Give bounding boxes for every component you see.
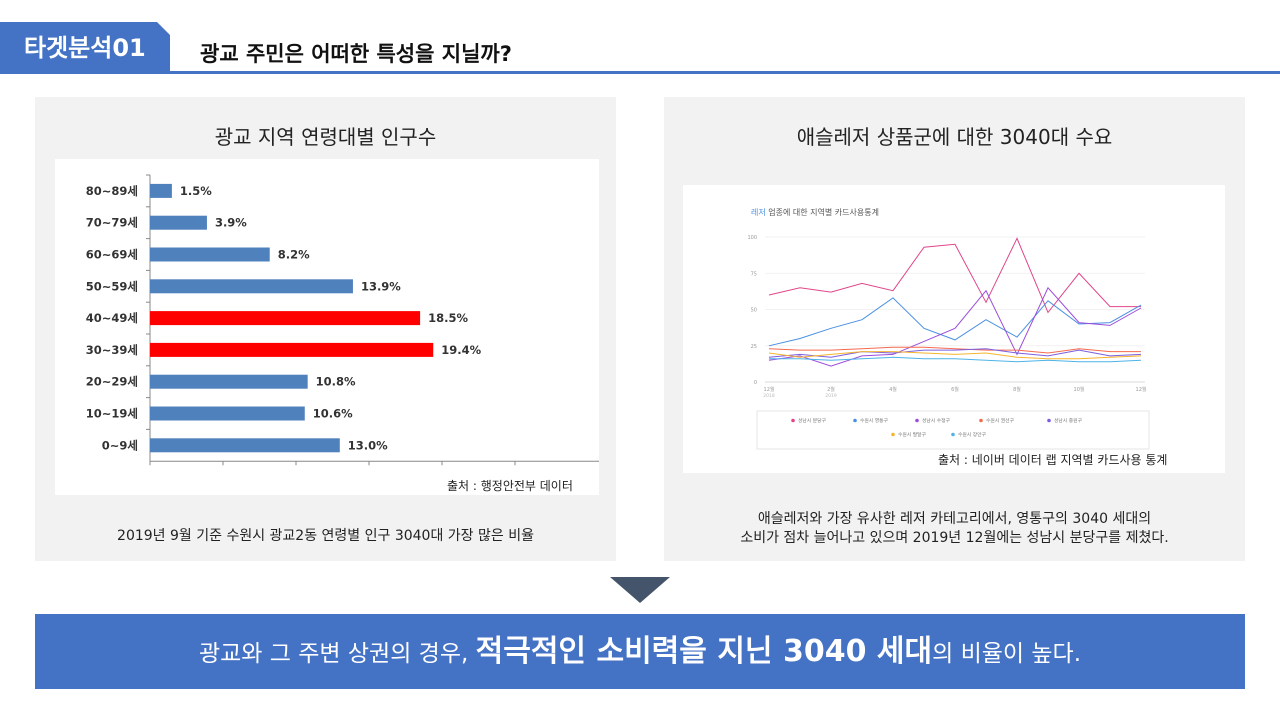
line-x-year-label: 2018 xyxy=(763,393,775,399)
line-x-tick-label: 2월 xyxy=(827,386,835,393)
athleisure-caption-line2: 소비가 점차 늘어나고 있으며 2019년 12월에는 성남시 분당구를 제쳤다… xyxy=(740,530,1169,546)
banner-suffix: 의 비율이 높다. xyxy=(932,641,1082,667)
line-series xyxy=(768,237,1141,314)
age-value-label: 19.4% xyxy=(441,343,481,357)
page-headline: 광교 주민은 어떠한 특성을 지닐까? xyxy=(200,42,512,66)
age-value-label: 8.2% xyxy=(278,248,310,262)
card-usage-line-chart: 레저 업종에 대한 지역별 카드사용통계 0 25 50 75 100 12월 2월 4월 6월 8… xyxy=(747,207,1150,450)
age-bar xyxy=(150,247,270,262)
age-population-caption: 2019년 9월 기준 수원시 광교2동 연령별 인구 3040대 가장 많은 … xyxy=(117,528,534,544)
line-y-tick-label: 75 xyxy=(751,271,757,277)
legend-marker xyxy=(979,418,983,423)
line-legend-box xyxy=(756,410,1150,450)
legend-marker xyxy=(1047,418,1051,423)
line-y-tick-label: 100 xyxy=(747,235,757,241)
age-value-label: 13.9% xyxy=(361,279,401,293)
legend-label: 수원시 영통구 xyxy=(860,417,889,424)
age-population-panel: 광교 지역 연령대별 인구수 80~89세 1.5% 70~79세 3.9% 60~69… xyxy=(35,97,616,561)
age-bar xyxy=(150,311,421,326)
card-usage-chart-title: 레저 업종에 대한 지역별 카드사용통계 xyxy=(751,207,879,217)
age-category-label: 30~39세 xyxy=(86,343,138,357)
legend-label: 성남시 중원구 xyxy=(1054,417,1083,424)
line-x-tick-label: 8월 xyxy=(1013,386,1021,393)
legend-marker xyxy=(891,432,895,437)
legend-label: 수원시 장안구 xyxy=(958,431,987,438)
down-arrow-icon xyxy=(610,577,670,603)
age-bar xyxy=(150,438,340,453)
line-series xyxy=(768,286,1142,367)
line-x-tick-label: 10월 xyxy=(1074,386,1085,393)
legend-marker xyxy=(791,418,795,423)
age-category-label: 10~19세 xyxy=(86,407,138,421)
age-bar-chart-box: 80~89세 1.5% 70~79세 3.9% 60~69세 8.2% 50~59세 13.9… xyxy=(55,159,600,495)
age-category-label: 40~49세 xyxy=(86,311,138,325)
age-bar xyxy=(150,279,353,294)
legend-marker xyxy=(915,418,919,423)
age-bar xyxy=(150,215,207,230)
legend-label: 성남시 분당구 xyxy=(798,417,827,424)
header-rule xyxy=(170,71,1280,74)
age-category-label: 70~79세 xyxy=(86,216,138,230)
age-bar xyxy=(150,406,305,421)
age-category-label: 80~89세 xyxy=(86,184,138,198)
age-bar-chart: 80~89세 1.5% 70~79세 3.9% 60~69세 8.2% 50~59세 13.9… xyxy=(86,174,600,466)
age-value-label: 10.8% xyxy=(316,375,356,389)
line-x-tick-label: 12월 xyxy=(764,386,775,393)
line-x-year-label: 2019 xyxy=(825,393,837,399)
age-bar xyxy=(150,183,172,198)
line-y-tick-label: 0 xyxy=(754,380,757,386)
legend-marker xyxy=(853,418,857,423)
line-series xyxy=(769,356,1142,363)
banner-prefix: 광교와 그 주변 상권의 경우, xyxy=(198,641,476,667)
line-series xyxy=(768,348,1142,358)
age-category-label: 0~9세 xyxy=(102,438,138,452)
line-y-tick-label: 25 xyxy=(751,344,757,350)
line-x-tick-label: 6월 xyxy=(951,386,959,393)
banner-emphasis: 적극적인 소비력을 지닌 3040 세대 xyxy=(475,634,933,669)
age-category-label: 50~59세 xyxy=(86,279,138,293)
chart-title-rest: 업종에 대한 지역별 카드사용통계 xyxy=(766,207,879,217)
age-category-label: 60~69세 xyxy=(86,248,138,262)
athleisure-demand-panel: 애슬레저 상품군에 대한 3040대 수요 레저 업종에 대한 지역별 카드사용… xyxy=(664,97,1245,561)
legend-marker xyxy=(951,432,955,437)
line-series xyxy=(768,297,1142,347)
card-usage-chart-box: 레저 업종에 대한 지역별 카드사용통계 0 25 50 75 100 12월 2월 4월 6월 8… xyxy=(683,185,1225,473)
line-x-tick-label: 4월 xyxy=(889,386,897,393)
age-bar xyxy=(150,374,308,389)
athleisure-caption-line1: 애슬레저와 가장 유사한 레저 카테고리에서, 영통구의 3040 세대의 xyxy=(757,511,1152,527)
age-value-label: 18.5% xyxy=(428,311,468,325)
age-value-label: 13.0% xyxy=(348,438,388,452)
section-tag: 타겟분석01 xyxy=(0,22,171,74)
line-series xyxy=(768,346,1141,354)
age-category-label: 20~29세 xyxy=(86,375,138,389)
age-bar xyxy=(150,342,434,357)
age-chart-source: 출처 : 행정안전부 데이터 xyxy=(447,479,573,493)
line-x-tick-label: 12월 xyxy=(1136,386,1147,393)
legend-label: 수원시 권선구 xyxy=(986,417,1015,424)
conclusion-banner: 광교와 그 주변 상권의 경우, 적극적인 소비력을 지닌 3040 세대의 비… xyxy=(35,614,1245,689)
chart-title-accent: 레저 xyxy=(751,208,766,217)
age-value-label: 10.6% xyxy=(313,407,353,421)
line-series xyxy=(768,351,1142,360)
legend-label: 수원시 팔달구 xyxy=(898,431,927,438)
age-population-title: 광교 지역 연령대별 인구수 xyxy=(214,125,437,149)
card-usage-source: 출처 : 네이버 데이터 랩 지역별 카드사용 통계 xyxy=(938,453,1168,467)
age-value-label: 3.9% xyxy=(215,216,247,230)
legend-label: 성남시 수정구 xyxy=(922,417,951,424)
line-y-tick-label: 50 xyxy=(751,308,757,314)
age-value-label: 1.5% xyxy=(180,184,212,198)
athleisure-demand-title: 애슬레저 상품군에 대한 3040대 수요 xyxy=(796,125,1113,149)
